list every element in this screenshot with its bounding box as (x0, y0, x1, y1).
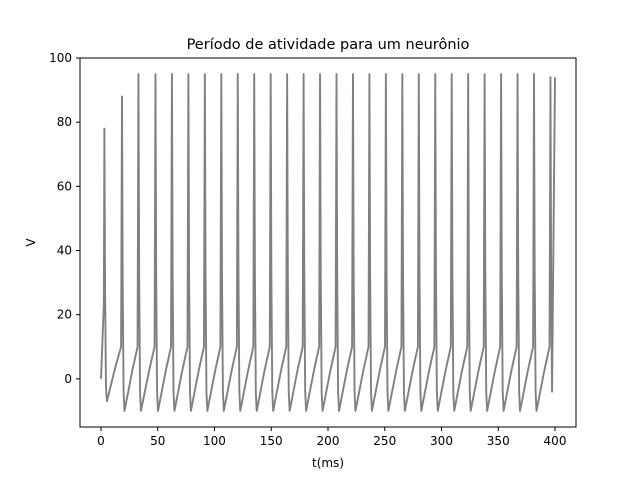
x-axis: 0 50 100 150 200 250 300 350 400 (97, 427, 566, 448)
x-axis-label: t(ms) (312, 456, 344, 470)
y-axis: 0 20 40 60 80 100 (49, 51, 80, 386)
chart-title: Período de atividade para um neurônio (187, 37, 470, 53)
x-tick-label: 50 (150, 434, 165, 448)
x-tick-label: 300 (430, 434, 453, 448)
x-tick-label: 150 (260, 434, 283, 448)
plot-area (100, 73, 556, 412)
x-tick-label: 0 (97, 434, 105, 448)
y-tick-label: 80 (57, 115, 72, 129)
y-tick-label: 0 (64, 372, 72, 386)
y-tick-label: 60 (57, 179, 72, 193)
x-tick-label: 250 (373, 434, 396, 448)
y-tick-label: 20 (57, 308, 72, 322)
series-line (100, 73, 556, 412)
y-tick-label: 40 (57, 244, 72, 258)
y-axis-label: V (24, 238, 38, 247)
y-tick-label: 100 (49, 51, 72, 65)
x-tick-label: 100 (203, 434, 226, 448)
x-tick-label: 200 (317, 434, 340, 448)
x-tick-label: 400 (544, 434, 567, 448)
x-tick-label: 350 (487, 434, 510, 448)
